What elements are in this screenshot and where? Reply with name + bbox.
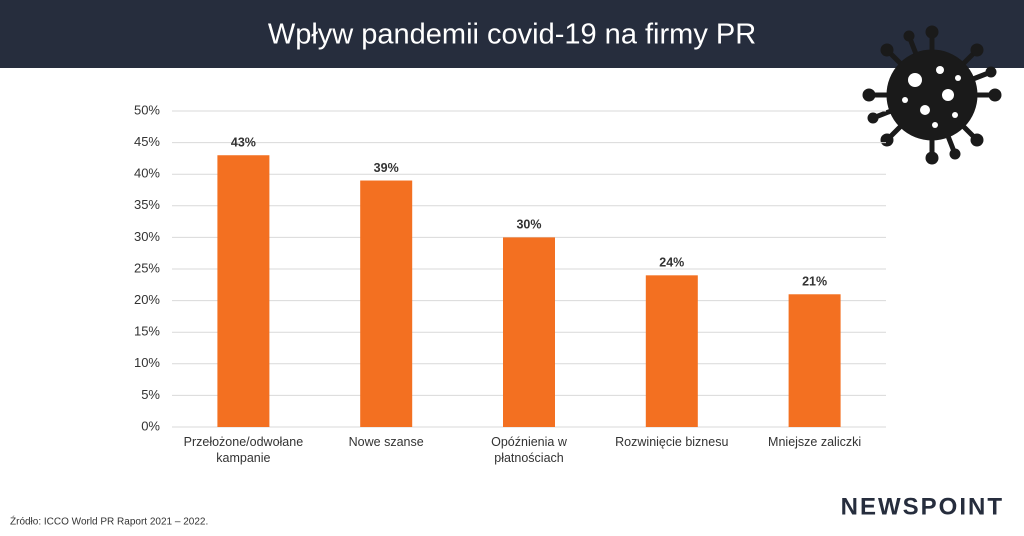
x-tick-label: Mniejsze zaliczki	[768, 435, 862, 449]
y-tick-label: 50%	[134, 102, 160, 117]
bar	[645, 275, 698, 427]
bar	[503, 237, 555, 427]
value-label: 43%	[231, 136, 256, 150]
bar	[788, 294, 841, 427]
x-tick-label: Rozwinięcie biznesu	[615, 435, 729, 449]
y-tick-label: 40%	[134, 166, 160, 181]
y-tick-label: 15%	[134, 324, 160, 339]
brand-logo: NEWSPOINT	[841, 493, 1004, 520]
y-tick-label: 5%	[141, 387, 160, 402]
x-tick-label: Opóźnienia w płatnościach	[491, 435, 567, 465]
value-label: 24%	[659, 256, 684, 270]
value-label: 30%	[516, 218, 541, 232]
y-tick-label: 10%	[134, 355, 160, 370]
x-tick-label: Nowe szanse	[348, 435, 424, 449]
y-tick-label: 35%	[134, 197, 160, 212]
y-tick-label: 30%	[134, 229, 160, 244]
y-tick-label: 45%	[134, 134, 160, 149]
chart-title: Wpływ pandemii covid-19 na firmy PR	[268, 19, 756, 51]
value-label: 21%	[802, 275, 827, 289]
header-bar	[0, 0, 1024, 68]
y-tick-label: 25%	[134, 260, 160, 275]
source-note: Źródło: ICCO World PR Raport 2021 – 2022…	[10, 515, 208, 528]
bar	[217, 155, 270, 428]
y-tick-label: 0%	[141, 418, 160, 433]
bar	[360, 180, 413, 427]
value-label: 39%	[374, 161, 399, 175]
y-tick-label: 20%	[134, 292, 160, 307]
x-tick-label: Przełożone/odwołane kampanie	[183, 435, 304, 465]
virus-icon	[862, 25, 1002, 165]
